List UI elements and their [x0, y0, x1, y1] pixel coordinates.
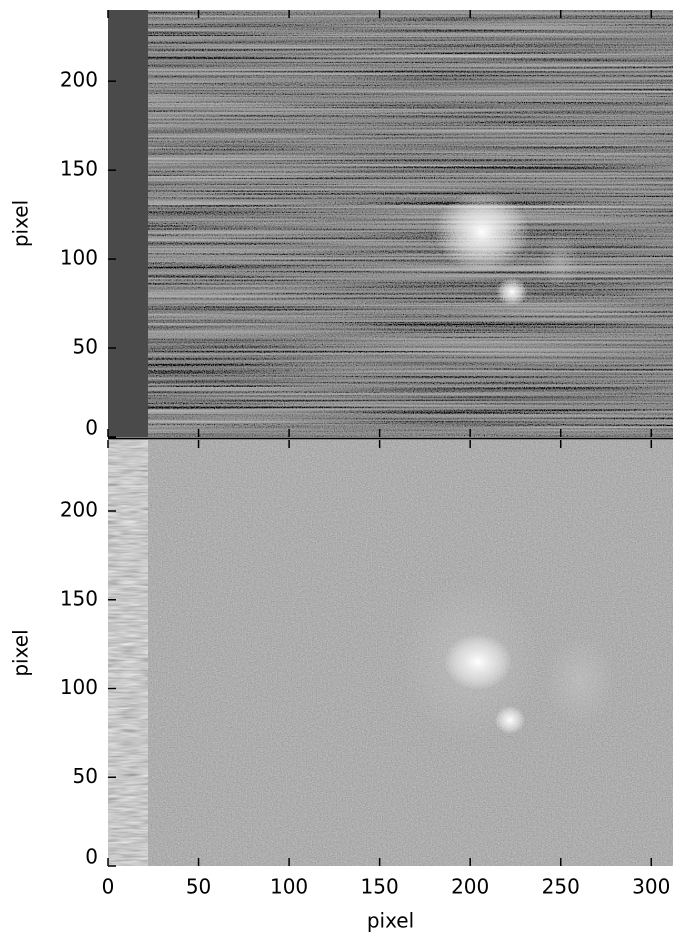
glow	[496, 278, 528, 306]
y-tick-label: 0	[85, 845, 98, 869]
y-tick-label: 150	[60, 157, 98, 181]
y-tick-label: 50	[73, 335, 98, 359]
y-axis-label: pixel	[9, 629, 33, 676]
image-bottom	[108, 440, 673, 866]
y-tick-label: 150	[60, 586, 98, 610]
glow	[434, 192, 530, 272]
glow	[540, 232, 580, 292]
y-tick-label: 0	[85, 416, 98, 440]
glow	[444, 634, 512, 690]
image-noise	[108, 10, 673, 437]
x-tick-label: 150	[361, 875, 399, 899]
image-strip	[108, 440, 148, 866]
x-tick-label: 0	[102, 875, 115, 899]
glow	[495, 706, 525, 734]
y-tick-label: 50	[73, 764, 98, 788]
x-tick-label: 200	[451, 875, 489, 899]
x-tick-label: 50	[186, 875, 211, 899]
y-tick-label: 100	[60, 246, 98, 270]
image-strip	[108, 10, 148, 437]
glow	[545, 635, 615, 725]
y-tick-label: 200	[60, 68, 98, 92]
y-tick-label: 200	[60, 498, 98, 522]
x-tick-label: 250	[542, 875, 580, 899]
x-tick-label: 100	[270, 875, 308, 899]
x-tick-label: 300	[632, 875, 670, 899]
image-top	[108, 10, 673, 437]
x-axis-label: pixel	[367, 909, 414, 933]
figure: 0 50 100 150 200 pixel 0 50 100 150 200 0 50 100 150 20…	[0, 0, 673, 938]
y-axis-label: pixel	[9, 200, 33, 247]
y-tick-label: 100	[60, 675, 98, 699]
